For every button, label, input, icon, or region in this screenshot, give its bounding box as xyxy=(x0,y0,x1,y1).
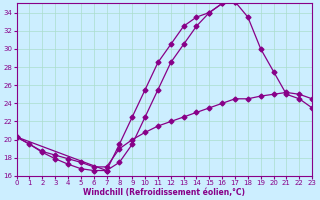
X-axis label: Windchill (Refroidissement éolien,°C): Windchill (Refroidissement éolien,°C) xyxy=(84,188,245,197)
